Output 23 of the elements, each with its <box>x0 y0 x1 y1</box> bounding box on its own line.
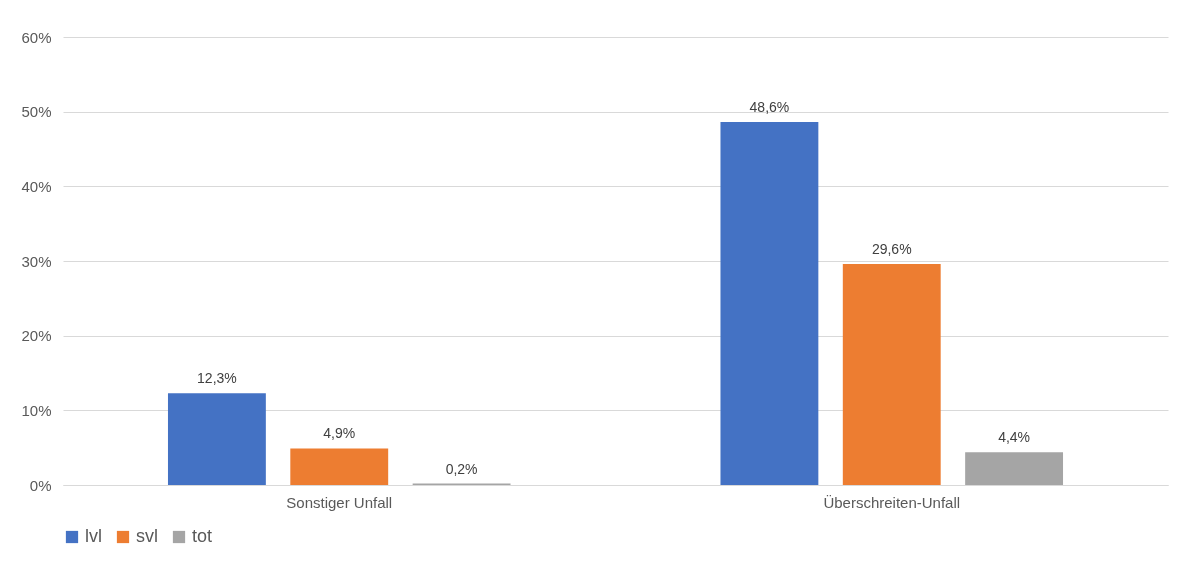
legend-label: svl <box>136 526 158 546</box>
data-label: 29,6% <box>871 240 912 257</box>
data-label: 48,6% <box>749 99 790 116</box>
legend-label: tot <box>192 526 213 546</box>
data-label: 4,4% <box>998 429 1031 446</box>
bar <box>965 452 1064 485</box>
y-tick-label: 50% <box>21 103 52 121</box>
data-label: 4,9% <box>323 425 356 442</box>
bar <box>842 263 941 485</box>
y-tick-label: 60% <box>21 28 52 46</box>
y-tick-label: 20% <box>21 327 52 345</box>
y-tick-label: 0% <box>29 476 52 494</box>
y-tick-label: 10% <box>21 401 52 419</box>
data-label: 0,2% <box>445 460 478 477</box>
data-label: 12,3% <box>197 370 237 387</box>
bar <box>167 393 266 485</box>
legend-label: lvl <box>85 526 102 546</box>
y-tick-label: 40% <box>21 177 52 195</box>
bar <box>720 122 819 485</box>
y-tick-label: 30% <box>21 252 52 270</box>
x-tick-label: Sonstiger Unfall <box>286 493 393 511</box>
x-tick-label: Überschreiten-Unfall <box>823 493 961 511</box>
bar <box>290 448 389 485</box>
